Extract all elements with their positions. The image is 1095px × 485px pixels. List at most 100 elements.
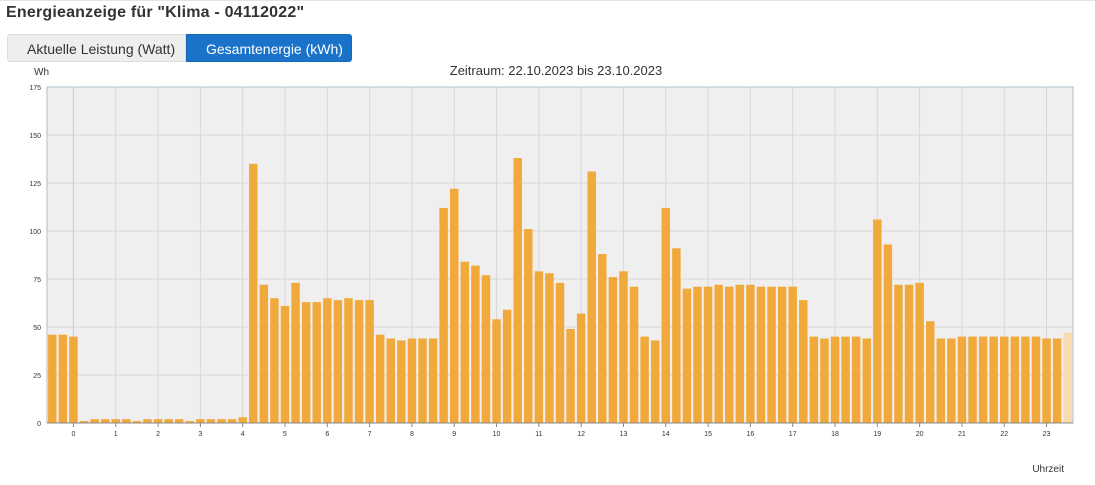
bar — [69, 336, 78, 423]
bar — [968, 336, 977, 423]
bar — [185, 421, 195, 423]
x-tick-label: 22 — [1000, 431, 1008, 438]
chart-title: Zeitraum: 22.10.2023 bis 23.10.2023 — [450, 63, 662, 78]
x-tick-label: 23 — [1043, 431, 1051, 438]
bar — [534, 271, 544, 423]
bar — [756, 286, 766, 423]
bar — [312, 302, 321, 423]
bar — [841, 336, 850, 423]
x-tick-label: 16 — [746, 431, 754, 438]
x-tick-label: 17 — [789, 431, 797, 438]
bar — [703, 286, 713, 423]
bar — [270, 298, 279, 423]
bar — [629, 286, 639, 423]
bar — [566, 328, 575, 423]
y-tick-label: 175 — [29, 85, 41, 92]
bar — [524, 229, 533, 423]
bar — [735, 284, 745, 423]
bar — [820, 338, 829, 423]
bar — [492, 319, 501, 423]
x-tick-label: 12 — [577, 431, 585, 438]
x-tick-label: 7 — [368, 431, 372, 438]
y-axis-label: Wh — [34, 67, 49, 78]
bar — [111, 419, 120, 423]
tab-total-energy[interactable]: Gesamtenergie (kWh) — [186, 34, 352, 62]
bar — [640, 336, 649, 423]
tab-current-power[interactable]: Aktuelle Leistung (Watt) — [7, 34, 186, 62]
bar — [90, 419, 99, 423]
bar — [1052, 338, 1062, 423]
bar — [777, 286, 787, 423]
bar — [767, 286, 776, 423]
x-tick-label: 15 — [704, 431, 712, 438]
bar — [576, 313, 586, 423]
bar — [989, 336, 998, 423]
bar — [904, 284, 914, 423]
bar — [650, 340, 660, 423]
bar — [799, 300, 808, 423]
page-title: Energieanzeige für "Klima - 04112022" — [6, 4, 305, 21]
y-tick-label: 150 — [29, 133, 41, 140]
bar — [164, 419, 173, 423]
bar — [661, 207, 671, 423]
x-tick-label: 9 — [452, 431, 456, 438]
x-tick-label: 1 — [114, 431, 118, 438]
bar — [894, 284, 903, 423]
bar — [587, 171, 596, 423]
bar — [883, 244, 893, 423]
bar — [851, 336, 861, 423]
bar — [79, 421, 89, 423]
y-tick-label: 0 — [37, 421, 41, 428]
bar — [502, 309, 512, 423]
bar — [344, 298, 353, 423]
bar — [471, 265, 480, 423]
bar — [1021, 336, 1030, 423]
bar — [788, 286, 797, 423]
bar — [830, 336, 840, 423]
y-tick-label: 50 — [33, 325, 41, 332]
bar — [143, 419, 152, 423]
bar — [545, 273, 554, 423]
bar — [598, 254, 607, 423]
tab-bar: Aktuelle Leistung (Watt) Gesamtenergie (… — [7, 34, 352, 62]
bar — [746, 284, 755, 423]
bar — [280, 305, 290, 423]
x-tick-label: 10 — [493, 431, 501, 438]
bar — [1000, 336, 1009, 423]
bar — [449, 188, 459, 423]
bar — [174, 419, 184, 423]
bar — [418, 338, 427, 423]
bar — [196, 419, 205, 423]
bar — [333, 300, 343, 423]
bar — [1031, 336, 1041, 423]
bar — [862, 338, 871, 423]
x-tick-label: 8 — [410, 431, 414, 438]
bar — [1063, 332, 1072, 423]
bar — [439, 207, 448, 423]
y-tick-label: 125 — [29, 181, 41, 188]
bar — [238, 417, 247, 423]
x-axis-label: Uhrzeit — [1032, 464, 1064, 475]
y-tick-label: 100 — [29, 229, 41, 236]
bar — [365, 300, 374, 423]
bar — [323, 298, 332, 423]
bar — [672, 248, 681, 423]
bar — [873, 219, 882, 423]
bar — [555, 282, 565, 423]
x-tick-label: 11 — [535, 431, 542, 438]
y-tick-label: 75 — [33, 277, 41, 284]
bar — [58, 334, 68, 423]
bar — [925, 321, 935, 423]
bar — [936, 338, 946, 423]
bar — [48, 334, 57, 423]
bar — [132, 421, 142, 423]
bar — [1010, 336, 1020, 423]
x-tick-label: 19 — [873, 431, 881, 438]
bar — [249, 163, 258, 424]
bar — [513, 158, 522, 424]
bar — [481, 275, 491, 423]
x-tick-label: 4 — [241, 431, 245, 438]
bar — [122, 419, 131, 423]
bar — [428, 338, 438, 423]
